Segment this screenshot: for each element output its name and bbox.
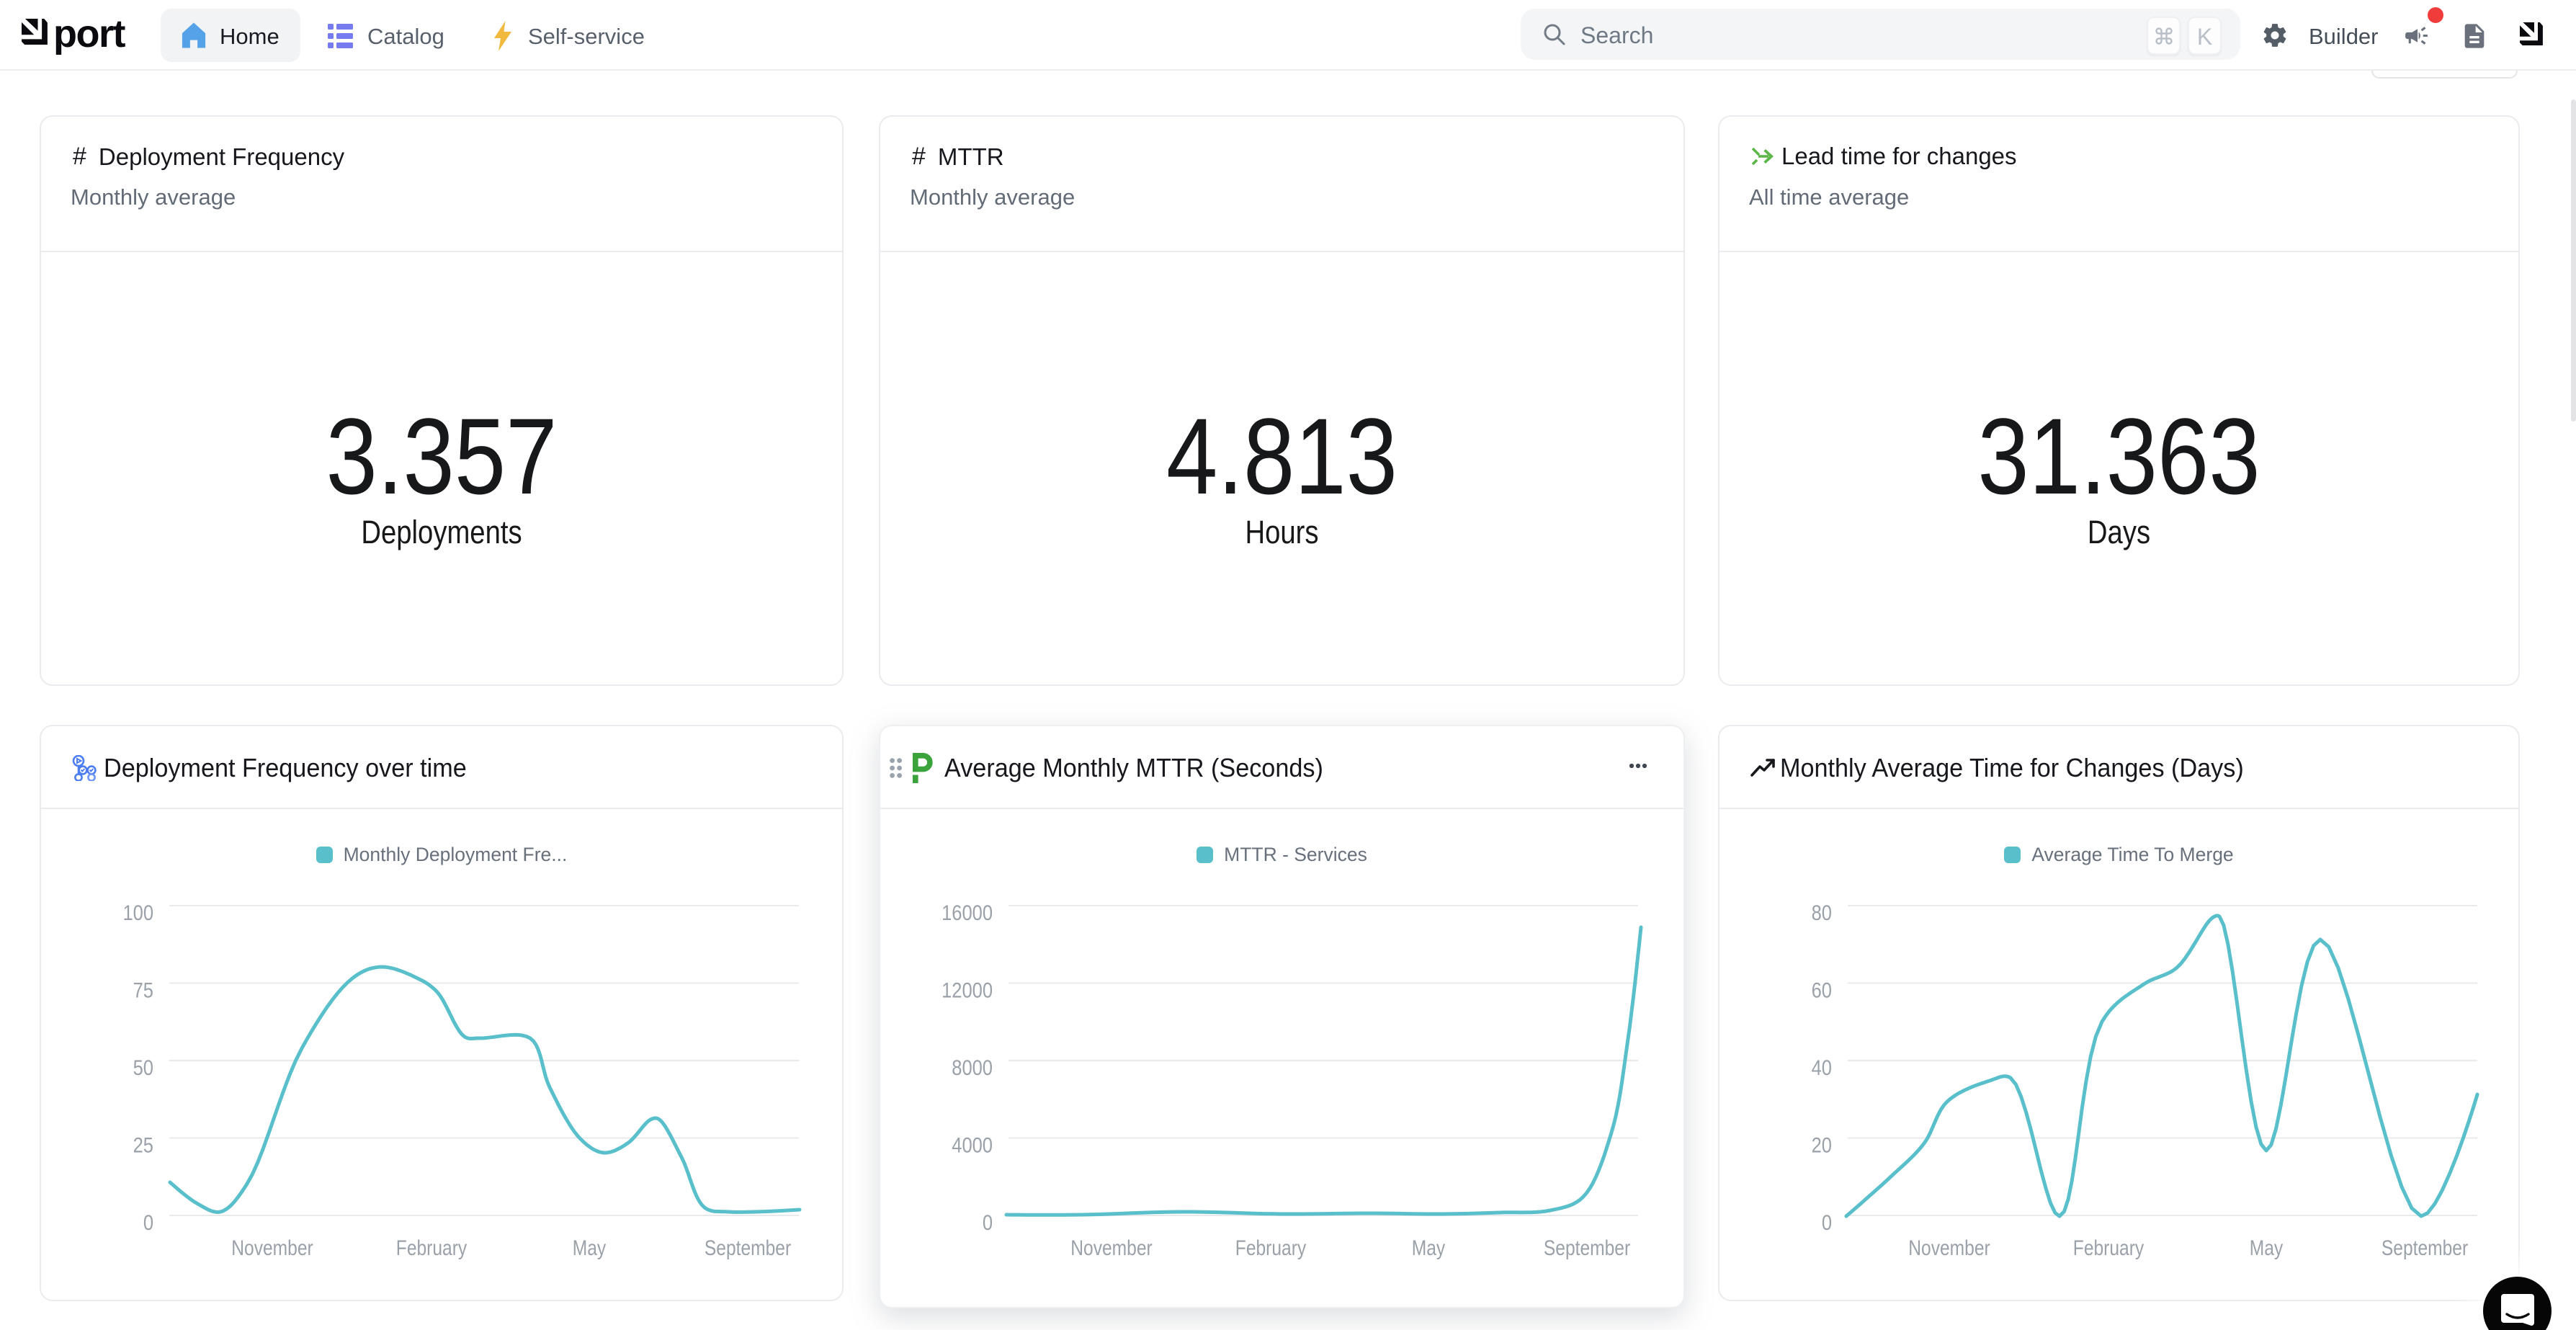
svg-text:0: 0 (1822, 1210, 1832, 1234)
svg-text:May: May (1412, 1236, 1446, 1260)
svg-text:February: February (2073, 1236, 2145, 1260)
svg-text:16000: 16000 (942, 901, 993, 924)
svg-text:40: 40 (1812, 1055, 1832, 1079)
svg-text:20: 20 (1812, 1133, 1832, 1157)
svg-text:80: 80 (1812, 901, 1832, 924)
svg-text:0: 0 (983, 1210, 993, 1234)
svg-text:November: November (231, 1236, 313, 1260)
svg-text:February: February (1235, 1236, 1307, 1260)
svg-text:60: 60 (1812, 978, 1832, 1002)
svg-text:100: 100 (122, 901, 153, 924)
svg-text:May: May (573, 1236, 607, 1260)
svg-text:September: September (2382, 1236, 2468, 1260)
svg-text:0: 0 (143, 1210, 153, 1234)
svg-text:September: September (705, 1236, 791, 1260)
svg-text:September: September (1544, 1236, 1630, 1260)
svg-text:50: 50 (133, 1055, 153, 1079)
svg-text:February: February (396, 1236, 468, 1260)
svg-text:75: 75 (133, 978, 153, 1002)
svg-text:8000: 8000 (952, 1055, 993, 1079)
svg-text:4000: 4000 (952, 1133, 993, 1157)
svg-text:12000: 12000 (942, 978, 993, 1002)
svg-text:November: November (1070, 1236, 1152, 1260)
svg-text:November: November (1908, 1236, 1990, 1260)
svg-text:25: 25 (133, 1133, 153, 1157)
svg-text:May: May (2250, 1236, 2284, 1260)
